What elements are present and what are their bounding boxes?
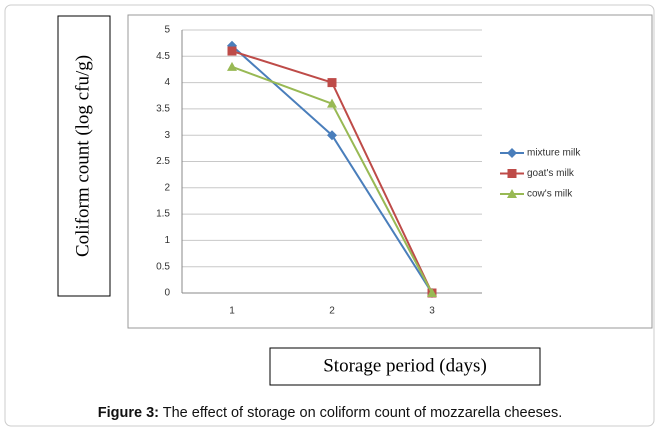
legend-label: goat's milk [527, 168, 575, 179]
y-tick-label: 3 [164, 130, 170, 141]
caption: Figure 3: The effect of storage on colif… [98, 405, 563, 421]
y-tick-label: 1 [164, 235, 170, 246]
legend-label: mixture milk [527, 148, 581, 159]
marker [227, 61, 237, 71]
y-axis-label: Coliform count (log cfu/g) [72, 55, 93, 257]
marker [507, 148, 517, 158]
x-axis-label: Storage period (days) [323, 355, 487, 376]
y-tick-label: 0 [164, 288, 170, 299]
marker [327, 98, 337, 108]
x-tick-label: 1 [229, 306, 235, 317]
marker [427, 288, 437, 297]
figure-label: Figure 3: [98, 405, 159, 421]
y-tick-label: 3.5 [156, 104, 170, 115]
y-tick-label: 4 [164, 77, 170, 88]
y-tick-label: 2.5 [156, 156, 170, 167]
marker [227, 46, 237, 56]
y-tick-label: 5 [164, 25, 170, 36]
chart-frame [127, 14, 653, 329]
y-tick-label: 1.5 [156, 209, 170, 220]
x-label-box [269, 347, 541, 386]
y-tick-label: 2 [164, 182, 170, 193]
caption-text: The effect of storage on coliform count … [163, 405, 563, 421]
y-tick-label: 4.5 [156, 51, 170, 62]
marker [327, 130, 337, 141]
legend-label: cow's milk [527, 189, 573, 200]
marker [327, 78, 337, 88]
x-tick-label: 2 [329, 306, 335, 317]
marker [507, 189, 517, 198]
y-label-box [57, 15, 111, 297]
marker [507, 169, 517, 178]
y-tick-label: 0.5 [156, 261, 170, 272]
x-tick-label: 3 [429, 306, 435, 317]
